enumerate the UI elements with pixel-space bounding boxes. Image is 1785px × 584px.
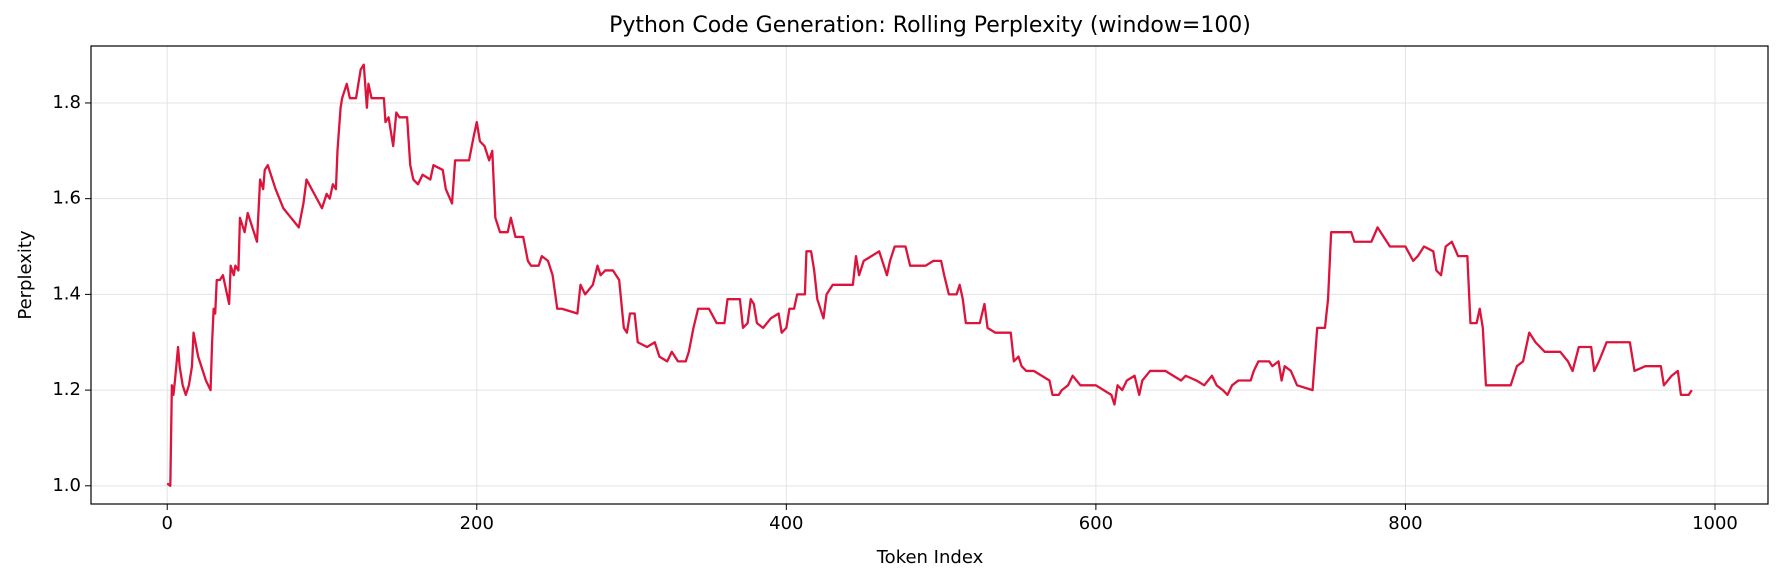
x-tick-label: 800 <box>1388 513 1422 534</box>
x-axis-label: Token Index <box>876 547 984 568</box>
x-tick-label: 0 <box>162 513 173 534</box>
y-tick-label: 1.4 <box>52 283 81 304</box>
y-tick-label: 1.0 <box>52 475 81 496</box>
chart-title: Python Code Generation: Rolling Perplexi… <box>609 13 1251 38</box>
x-tick-label: 600 <box>1079 513 1113 534</box>
y-tick-label: 1.8 <box>52 92 81 113</box>
x-tick-label: 400 <box>769 513 803 534</box>
data-line <box>166 63 1693 487</box>
x-tick-label: 200 <box>460 513 494 534</box>
y-axis-label: Perplexity <box>15 230 36 320</box>
y-tick-label: 1.6 <box>52 188 81 209</box>
y-tick-label: 1.2 <box>52 379 81 400</box>
plot-frame <box>90 45 1769 505</box>
x-tick-label: 1000 <box>1692 513 1738 534</box>
